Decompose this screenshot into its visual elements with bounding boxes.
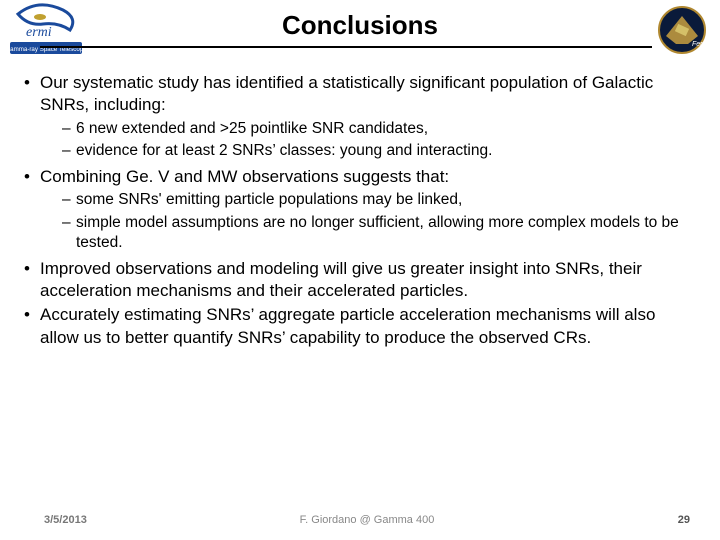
bullet-text: Accurately estimating SNRs’ aggregate pa… [40, 305, 655, 346]
svg-text:Fermi: Fermi [692, 41, 706, 48]
mission-badge-icon: Fermi [658, 6, 706, 54]
slide-title: Conclusions [0, 6, 720, 41]
slide-header: ermi Gamma-ray Space Telescope Conclusio… [0, 0, 720, 62]
slide-body: Our systematic study has identified a st… [0, 62, 720, 349]
bullet-item: Our systematic study has identified a st… [22, 72, 698, 162]
bullet-item: Improved observations and modeling will … [22, 258, 698, 303]
slide-footer: 3/5/2013 F. Giordano @ Gamma 400 29 [0, 514, 720, 526]
bullet-list: Our systematic study has identified a st… [22, 72, 698, 349]
bullet-item: Accurately estimating SNRs’ aggregate pa… [22, 304, 698, 349]
bullet-text: Our systematic study has identified a st… [40, 73, 653, 114]
footer-date: 3/5/2013 [44, 514, 259, 526]
svg-text:ermi: ermi [26, 25, 52, 40]
sub-bullet-list: 6 new extended and >25 pointlike SNR can… [40, 119, 698, 162]
sub-bullet-item: some SNRs' emitting particle populations… [62, 190, 698, 210]
fermi-logo-icon: ermi Gamma-ray Space Telescope [8, 2, 88, 57]
footer-author: F. Giordano @ Gamma 400 [259, 514, 474, 526]
bullet-item: Combining Ge. V and MW observations sugg… [22, 166, 698, 254]
title-underline [40, 46, 652, 48]
sub-bullet-item: simple model assumptions are no longer s… [62, 213, 698, 254]
bullet-text: Improved observations and modeling will … [40, 259, 642, 300]
sub-bullet-item: evidence for at least 2 SNRs’ classes: y… [62, 141, 698, 161]
footer-page-number: 29 [475, 514, 690, 526]
sub-bullet-list: some SNRs' emitting particle populations… [40, 190, 698, 253]
sub-bullet-item: 6 new extended and >25 pointlike SNR can… [62, 119, 698, 139]
bullet-text: Combining Ge. V and MW observations sugg… [40, 167, 449, 186]
